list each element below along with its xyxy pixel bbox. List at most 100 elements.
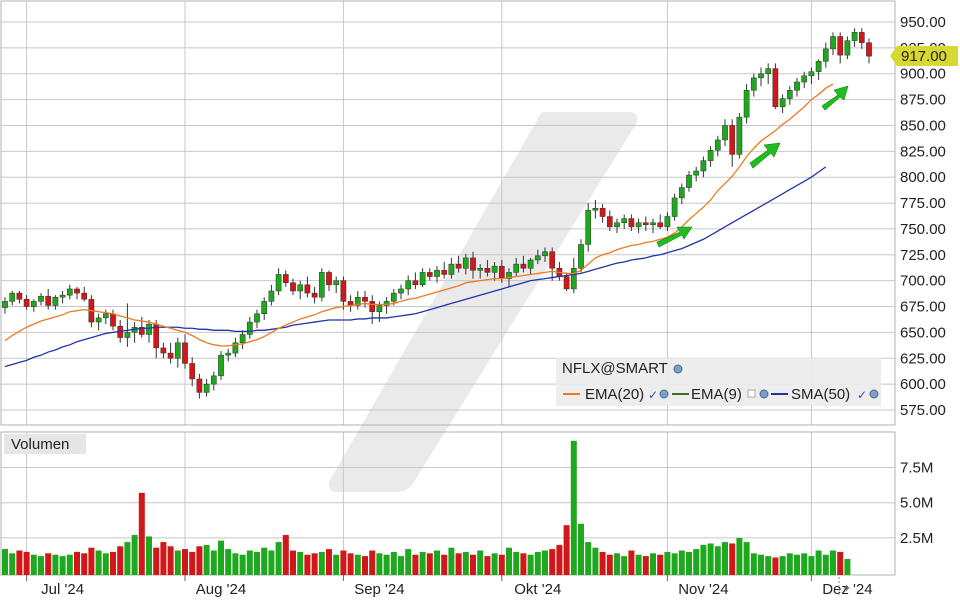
volume-bar (664, 551, 671, 575)
gear-icon[interactable] (759, 389, 769, 399)
volume-bar (160, 542, 167, 575)
volume-bar (110, 551, 116, 575)
candle-body (794, 81, 800, 91)
volume-bar (743, 542, 750, 575)
volume-bar (513, 551, 520, 575)
candle-body (714, 139, 721, 151)
sma50-line (4, 166, 827, 368)
volume-bar (239, 554, 246, 575)
volume-bar (189, 551, 196, 575)
candle-body (642, 222, 649, 226)
candle-body (606, 216, 613, 228)
candle-body (2, 301, 8, 308)
candle-body (182, 342, 188, 364)
volume-pane-frame (0, 431, 896, 576)
volume-bar (369, 550, 376, 575)
volume-bar (599, 551, 606, 575)
volume-bar (801, 553, 808, 575)
volume-bar (304, 554, 311, 575)
volume-bar (45, 553, 52, 575)
volume-bar (527, 554, 534, 575)
candle-body (779, 98, 786, 108)
volume-bar (794, 554, 800, 575)
candle-body (174, 342, 181, 359)
legend-bg (556, 358, 881, 406)
candle-body (678, 187, 685, 199)
volume-bar (837, 551, 844, 575)
volume-bar (729, 543, 736, 575)
candle-body (59, 294, 66, 298)
volume-bar (232, 553, 239, 575)
candle-body (239, 334, 246, 343)
volume-bar (311, 553, 318, 575)
volume-bar (477, 550, 484, 575)
candle-body (671, 197, 678, 217)
candle-body (772, 68, 779, 108)
volume-bar (261, 547, 268, 575)
volume-title-bg (4, 434, 86, 454)
gear-icon[interactable] (659, 389, 669, 399)
candle-body (102, 313, 109, 319)
price-tick-label: 600.00 (900, 376, 946, 393)
volume-bar (686, 551, 692, 575)
volume-bar (722, 542, 728, 575)
candle-body (210, 375, 217, 385)
volume-bar (275, 542, 282, 575)
candle-body (297, 284, 304, 292)
candle-body (866, 42, 872, 57)
price-tick-label: 650.00 (900, 324, 946, 341)
candle-body (38, 295, 44, 302)
candle-body (311, 292, 318, 298)
candle-body (138, 326, 145, 335)
volume-bar (844, 558, 851, 575)
volume-title-label: Volumen (11, 436, 69, 453)
volume-bar (390, 551, 397, 575)
volume-bar (455, 553, 462, 575)
candle-body (354, 296, 361, 306)
candle-body (513, 263, 520, 273)
volume-bar (736, 537, 743, 575)
candle-body (786, 90, 793, 99)
candle-body (30, 301, 37, 307)
candle-body (491, 265, 498, 273)
candle-body (707, 150, 714, 161)
candle-body (333, 280, 340, 286)
candle-body (462, 257, 469, 269)
price-tick-label: 825.00 (900, 143, 946, 160)
ema20-legend-label: EMA(20) (585, 386, 644, 403)
volume-bar (815, 550, 822, 575)
volume-bar (174, 550, 181, 575)
symbol-gear-icon[interactable] (673, 364, 683, 374)
candle-body (822, 48, 829, 62)
check-icon[interactable]: ✓ (648, 388, 658, 402)
price-tag-bg (890, 46, 958, 66)
candle-body (146, 323, 152, 335)
candle-body (837, 36, 844, 56)
candle-body (484, 268, 491, 273)
volume-bar (153, 547, 160, 575)
gear-icon[interactable] (869, 389, 879, 399)
volume-bar (333, 554, 340, 575)
volume-bar (16, 550, 23, 575)
volume-bar (822, 554, 829, 575)
scroll-handle-icon[interactable]: ✦ (842, 582, 851, 595)
volume-bar (117, 546, 124, 575)
check-icon[interactable]: ✓ (857, 388, 867, 402)
volume-bar (59, 556, 66, 575)
volume-tick-label: 2.5M (900, 530, 933, 547)
volume-bar (318, 551, 325, 575)
candle-body (390, 292, 397, 302)
volume-bar (254, 551, 260, 575)
candle-body (815, 61, 822, 72)
volume-bar (678, 550, 685, 575)
volume-bar (138, 492, 145, 575)
candle-body (9, 292, 16, 302)
candle-body (45, 295, 52, 306)
unchecked-box-icon[interactable] (747, 389, 756, 398)
volume-bar (52, 554, 59, 575)
volume-bar (268, 550, 275, 575)
volume-bar (693, 549, 700, 575)
candle-body (405, 280, 412, 290)
price-tick-label: 575.00 (900, 402, 946, 419)
volume-bar (714, 546, 721, 575)
